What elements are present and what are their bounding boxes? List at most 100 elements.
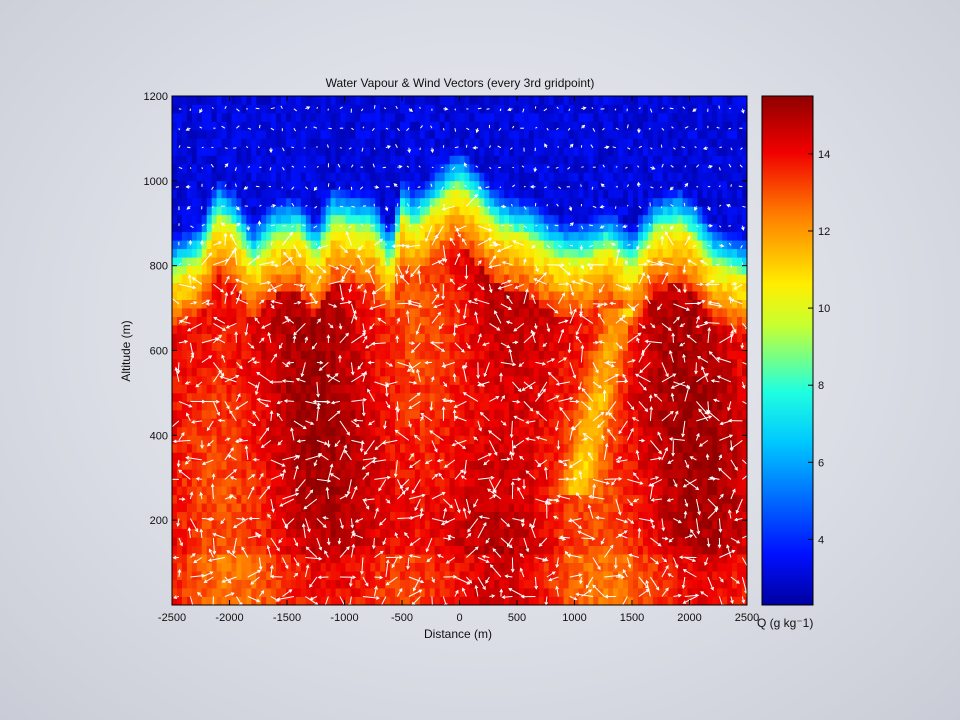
heatmap-cell bbox=[400, 588, 406, 597]
heatmap-cell bbox=[439, 392, 446, 402]
heatmap-cell bbox=[216, 435, 222, 445]
heatmap-cell bbox=[459, 257, 465, 267]
heatmap-cell bbox=[261, 554, 267, 563]
heatmap-cell bbox=[489, 325, 495, 334]
heatmap-cell bbox=[201, 375, 208, 385]
heatmap-cell bbox=[290, 511, 297, 521]
heatmap-cell bbox=[345, 494, 351, 504]
heatmap-cell bbox=[236, 138, 242, 148]
heatmap-cell bbox=[504, 112, 510, 122]
heatmap-cell bbox=[325, 96, 332, 105]
heatmap-cell bbox=[216, 545, 222, 555]
heatmap-cell bbox=[196, 146, 203, 156]
heatmap-cell bbox=[290, 248, 297, 258]
heatmap-cell bbox=[533, 223, 540, 233]
heatmap-cell bbox=[191, 562, 198, 572]
heatmap-cell bbox=[390, 571, 396, 580]
heatmap-cell bbox=[266, 384, 272, 394]
heatmap-cell bbox=[380, 520, 386, 530]
heatmap-cell bbox=[340, 291, 346, 300]
heatmap-cell bbox=[573, 146, 579, 156]
heatmap-cell bbox=[211, 367, 218, 377]
heatmap-cell bbox=[375, 426, 381, 436]
heatmap-cell bbox=[385, 325, 391, 334]
heatmap-cell bbox=[533, 163, 540, 173]
heatmap-cell bbox=[449, 274, 455, 284]
heatmap-cell bbox=[464, 392, 470, 402]
heatmap-cell bbox=[380, 265, 386, 275]
heatmap-cell bbox=[543, 180, 550, 190]
heatmap-cell bbox=[578, 121, 584, 131]
heatmap-cell bbox=[276, 342, 282, 351]
heatmap-cell bbox=[404, 367, 411, 377]
heatmap-cell bbox=[514, 333, 520, 343]
heatmap-cell bbox=[578, 112, 584, 122]
heatmap-cell bbox=[191, 96, 198, 105]
heatmap-cell bbox=[404, 460, 411, 470]
heatmap-cell bbox=[290, 325, 297, 334]
heatmap-cell bbox=[563, 588, 569, 597]
heatmap-cell bbox=[479, 121, 485, 131]
heatmap-cell bbox=[390, 282, 396, 292]
heatmap-cell bbox=[509, 401, 515, 411]
heatmap-cell bbox=[191, 469, 198, 479]
heatmap-cell bbox=[568, 528, 574, 538]
heatmap-cell bbox=[360, 129, 366, 139]
heatmap-cell bbox=[241, 443, 247, 453]
heatmap-cell bbox=[439, 367, 446, 377]
heatmap-cell bbox=[216, 375, 222, 385]
heatmap-cell bbox=[211, 460, 218, 470]
heatmap-cell bbox=[385, 426, 391, 436]
heatmap-cell bbox=[404, 358, 411, 368]
heatmap-cell bbox=[266, 197, 272, 207]
heatmap-cell bbox=[251, 112, 257, 122]
heatmap-cell bbox=[345, 342, 351, 351]
heatmap-cell bbox=[191, 342, 198, 351]
heatmap-cell bbox=[400, 350, 406, 360]
heatmap-cell bbox=[300, 180, 307, 190]
heatmap-cell bbox=[400, 392, 406, 402]
heatmap-cell bbox=[276, 588, 282, 597]
heatmap-cell bbox=[419, 571, 426, 580]
heatmap-cell bbox=[340, 146, 346, 156]
heatmap-cell bbox=[295, 562, 302, 572]
heatmap-cell bbox=[578, 426, 584, 436]
heatmap-cell bbox=[295, 443, 302, 453]
heatmap-cell bbox=[226, 486, 232, 496]
heatmap-cell bbox=[454, 223, 460, 233]
heatmap-cell bbox=[543, 308, 550, 317]
heatmap-cell bbox=[226, 528, 232, 538]
heatmap-cell bbox=[241, 291, 247, 300]
heatmap-cell bbox=[295, 460, 302, 470]
heatmap-cell bbox=[330, 537, 336, 547]
heatmap-cell bbox=[176, 477, 183, 487]
heatmap-cell bbox=[286, 375, 292, 385]
heatmap-cell bbox=[424, 282, 431, 292]
heatmap-cell bbox=[176, 503, 183, 513]
heatmap-cell bbox=[375, 163, 381, 173]
heatmap-cell bbox=[231, 172, 237, 182]
heatmap-cell bbox=[266, 571, 272, 580]
heatmap-cell bbox=[484, 308, 490, 317]
heatmap-cell bbox=[281, 342, 287, 351]
heatmap-cell bbox=[290, 367, 297, 377]
heatmap-cell bbox=[395, 384, 401, 394]
heatmap-cell bbox=[295, 129, 302, 139]
heatmap-cell bbox=[385, 316, 391, 326]
heatmap-cell bbox=[176, 282, 183, 292]
heatmap-cell bbox=[400, 282, 406, 292]
heatmap-cell bbox=[578, 554, 584, 563]
heatmap-cell bbox=[528, 562, 535, 572]
heatmap-cell bbox=[370, 104, 376, 114]
heatmap-cell bbox=[335, 384, 341, 394]
heatmap-cell bbox=[176, 401, 183, 411]
heatmap-cell bbox=[479, 571, 485, 580]
heatmap-cell bbox=[489, 96, 495, 105]
heatmap-cell bbox=[300, 146, 307, 156]
heatmap-cell bbox=[504, 172, 510, 182]
heatmap-cell bbox=[533, 503, 540, 513]
heatmap-cell bbox=[444, 333, 450, 343]
heatmap-cell bbox=[414, 418, 421, 428]
heatmap-cell bbox=[454, 197, 460, 207]
heatmap-cell bbox=[295, 240, 302, 250]
